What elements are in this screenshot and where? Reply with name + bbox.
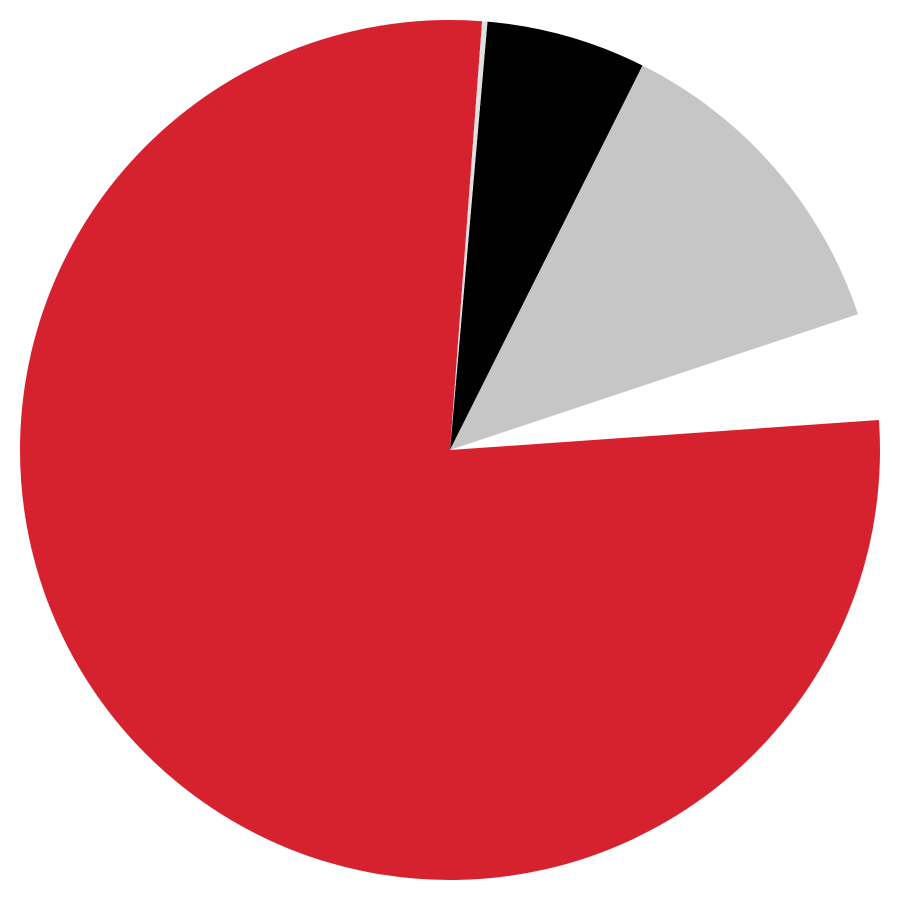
pie-chart-container — [10, 10, 890, 890]
pie-chart — [10, 10, 890, 890]
